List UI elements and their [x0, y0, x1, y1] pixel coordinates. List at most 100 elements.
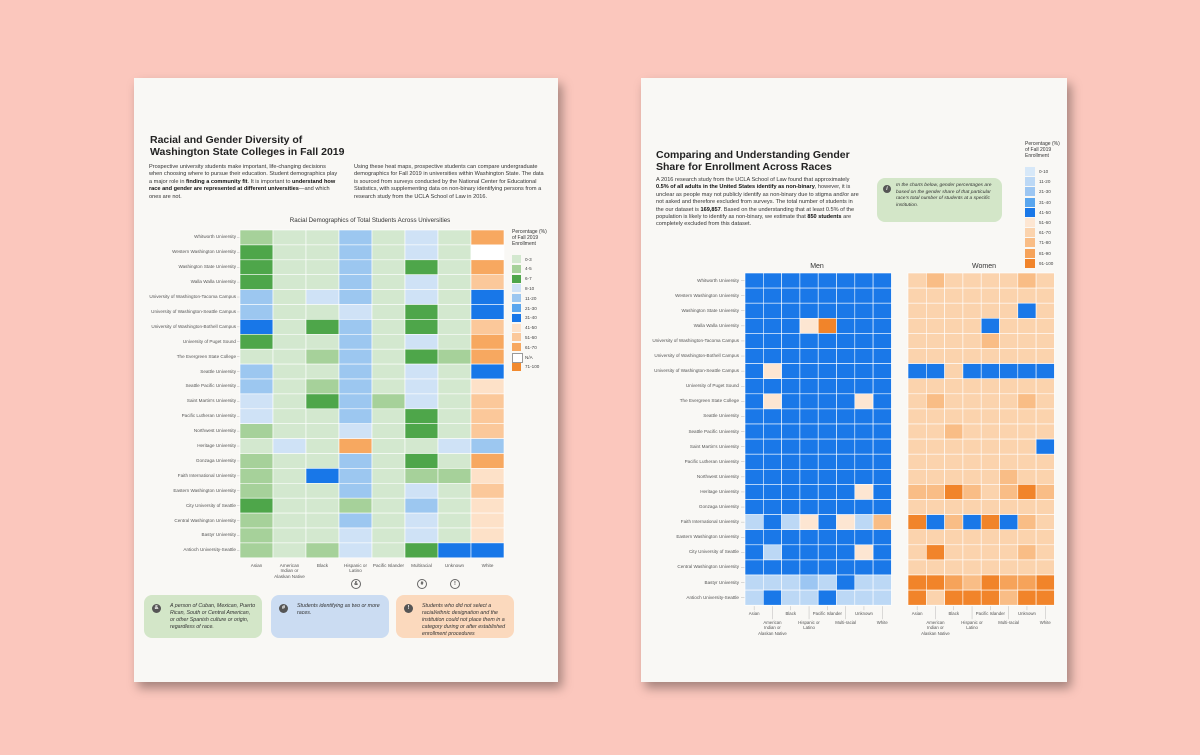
heatmap-cell — [437, 333, 472, 350]
paragraph-run: A 2016 research study from the UCLA Scho… — [656, 177, 850, 183]
men-heatmap-cell — [744, 393, 764, 410]
men-heatmap-cell — [744, 333, 764, 349]
legend-swatch — [512, 362, 521, 371]
heatmap-cell — [272, 333, 307, 350]
men-heatmap-cell — [744, 287, 764, 304]
legend-label: 71-100 — [525, 364, 540, 370]
women-heatmap-cell — [999, 287, 1019, 304]
men-heatmap-cell — [799, 302, 819, 319]
heatmap-cell — [470, 468, 505, 484]
men-heatmap-cell — [872, 438, 892, 455]
heatmap-cell — [470, 438, 505, 454]
women-heatmap-cell — [980, 438, 1000, 455]
row-label: Pacific Lutheran University — [181, 413, 236, 419]
men-heatmap-cell — [817, 453, 837, 470]
heatmap-cell — [437, 497, 472, 514]
heatmap-cell — [239, 229, 274, 246]
row-label: The Evergreen State College — [679, 398, 739, 404]
women-heatmap-cell — [944, 287, 964, 304]
info-box: i In the charts below, gender percentage… — [877, 178, 1002, 222]
men-heatmap-cell — [817, 318, 837, 334]
men-heatmap-cell — [872, 514, 892, 531]
women-heatmap-cell — [999, 272, 1019, 289]
women-heatmap-cell — [1017, 453, 1037, 470]
women-heatmap-cell — [980, 514, 1000, 531]
heatmap-cell — [371, 423, 406, 439]
heatmap-cell — [470, 274, 505, 290]
men-heatmap-cell — [744, 438, 764, 455]
heatmap-cell — [371, 438, 406, 454]
men-heatmap-cell — [872, 499, 892, 515]
men-heatmap-cell — [817, 529, 837, 546]
men-heatmap-cell — [854, 393, 874, 410]
women-heatmap-cell — [907, 318, 927, 334]
legend-label: 51-60 — [1039, 220, 1051, 225]
men-heatmap-cell — [854, 408, 874, 425]
men-heatmap-cell — [836, 378, 856, 395]
heatmap-cell — [371, 274, 406, 290]
women-heatmap-cell — [907, 393, 927, 410]
women-heatmap-cell — [962, 438, 982, 455]
column-label: American Indian or Alaskan Native — [274, 562, 305, 579]
women-heatmap-cell — [999, 453, 1019, 470]
legend-title: Percentage (%) of Fall 2019 Enrollment — [512, 229, 547, 248]
data-source-paragraph: Using these heat maps, prospective stude… — [354, 164, 544, 200]
legend-swatch — [1025, 187, 1035, 197]
row-label: City University of Seattle — [688, 549, 739, 555]
heatmap-cell — [437, 512, 472, 529]
women-heatmap-cell — [944, 544, 964, 561]
men-heatmap-cell — [836, 559, 856, 576]
women-heatmap-cell — [944, 393, 964, 410]
heatmap-cell — [305, 348, 340, 365]
heatmap-cell — [404, 244, 439, 261]
heatmap-cell — [305, 497, 340, 514]
men-heatmap-cell — [799, 348, 819, 364]
heatmap-cell — [272, 319, 307, 335]
row-label: Pacific Lutheran University — [684, 458, 739, 464]
women-heatmap-cell — [1017, 393, 1037, 410]
women-heatmap-cell — [962, 453, 982, 470]
heatmap-cell — [239, 363, 274, 380]
women-heatmap-cell — [980, 318, 1000, 334]
women-heatmap-cell — [962, 514, 982, 531]
men-heatmap-cell — [854, 438, 874, 455]
women-column-label: Unknown — [1017, 611, 1036, 617]
men-heatmap-cell — [781, 529, 801, 546]
heatmap-cell — [338, 542, 373, 559]
women-heatmap-cell — [1017, 318, 1037, 334]
heatmap-cell — [404, 512, 439, 529]
men-heatmap-cell — [854, 333, 874, 349]
women-heatmap-cell — [999, 438, 1019, 455]
heatmap-cell — [470, 512, 505, 529]
men-heatmap-cell — [744, 529, 764, 546]
women-heatmap-cell — [962, 348, 982, 364]
row-label: University of Washington-Seattle Campus — [151, 308, 236, 314]
legend-swatch — [512, 313, 521, 322]
men-heatmap-cell — [799, 393, 819, 410]
heatmap-cell — [338, 348, 373, 365]
row-label: University of Washington-Tacoma Campus — [149, 294, 236, 300]
heatmap-cell — [239, 289, 274, 305]
legend-label: 31-40 — [525, 315, 537, 321]
row-label: Northwest University — [696, 473, 739, 479]
heatmap-cell — [239, 468, 274, 484]
heatmap-cell — [272, 378, 307, 395]
men-heatmap-cell — [781, 484, 801, 500]
row-label: Saint Martin's University — [689, 443, 739, 449]
men-heatmap-cell — [872, 333, 892, 349]
men-heatmap-cell — [781, 559, 801, 576]
legend-title-line: of Fall 2019 — [1025, 147, 1052, 154]
heatmap-cell — [239, 542, 274, 559]
paragraph-run: —and which ones are not. — [149, 186, 330, 200]
women-heatmap-cell — [907, 499, 927, 515]
heatmap-cell — [305, 393, 340, 410]
women-heatmap-cell — [1017, 333, 1037, 349]
women-heatmap-cell — [944, 348, 964, 364]
men-heatmap-cell — [854, 499, 874, 515]
women-heatmap-cell — [962, 272, 982, 289]
women-heatmap-cell — [1035, 574, 1055, 591]
heatmap-cell — [272, 482, 307, 499]
men-heatmap-cell — [744, 468, 764, 485]
men-heatmap-cell — [872, 544, 892, 561]
women-heatmap-cell — [1017, 423, 1037, 440]
